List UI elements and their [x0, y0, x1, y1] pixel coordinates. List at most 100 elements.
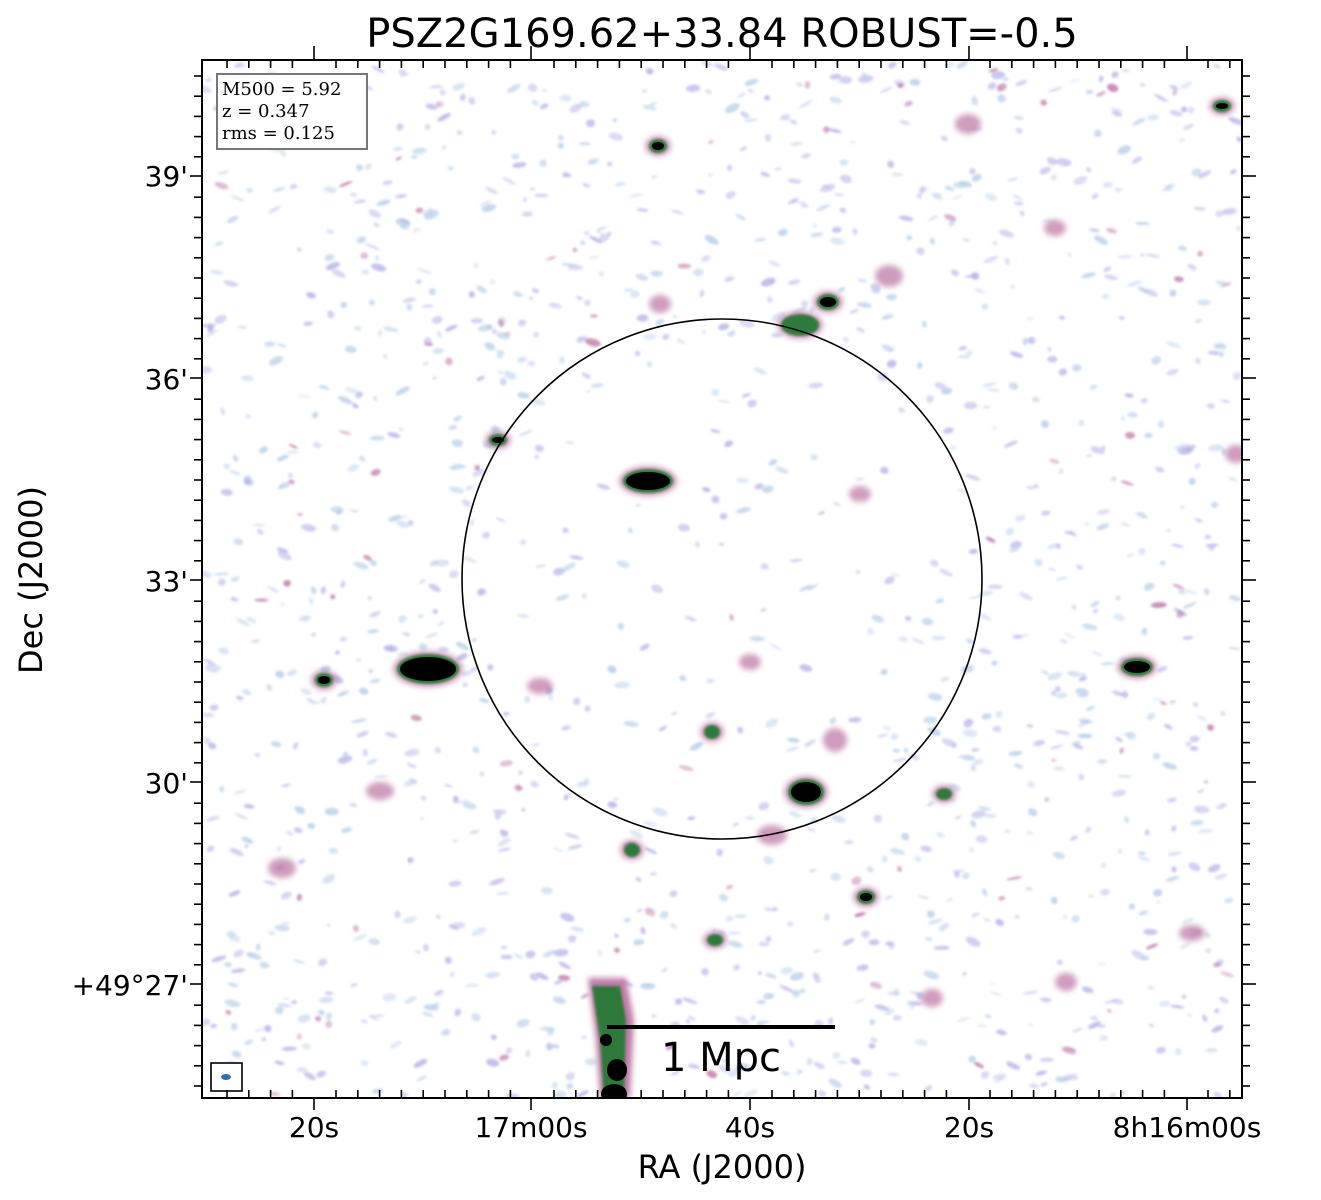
noise-speckle	[472, 746, 480, 754]
noise-speckle	[962, 872, 970, 880]
noise-speckle	[708, 140, 714, 144]
noise-speckle	[963, 718, 974, 728]
noise-speckle	[373, 222, 380, 228]
noise-speckle	[431, 315, 443, 325]
noise-speckle	[978, 806, 991, 811]
noise-speckle	[371, 66, 385, 73]
noise-speckle	[392, 147, 403, 151]
noise-speckle	[307, 822, 316, 830]
noise-speckle	[718, 1065, 732, 1073]
radio-source	[527, 678, 553, 694]
noise-speckle	[428, 583, 441, 593]
noise-speckle	[869, 981, 883, 989]
noise-speckle	[1172, 89, 1177, 96]
noise-speckle	[763, 907, 775, 911]
noise-speckle	[202, 569, 212, 579]
noise-speckle	[818, 1090, 826, 1097]
noise-speckle	[484, 342, 496, 351]
noise-speckle	[370, 469, 381, 476]
noise-speckle	[1071, 605, 1077, 610]
noise-speckle	[873, 814, 883, 823]
noise-speckle	[394, 910, 401, 919]
radio-source	[823, 728, 847, 752]
noise-speckle	[1067, 670, 1081, 677]
noise-speckle	[809, 869, 817, 873]
noise-speckle	[441, 1028, 451, 1036]
noise-speckle	[958, 180, 973, 188]
noise-speckle	[899, 120, 911, 125]
noise-speckle	[367, 629, 379, 634]
radio-source	[955, 114, 981, 134]
noise-speckle	[401, 1091, 408, 1098]
noise-speckle	[952, 194, 964, 200]
noise-speckle	[567, 844, 583, 850]
noise-speckle	[558, 356, 565, 365]
noise-speckle	[415, 279, 422, 285]
noise-speckle	[473, 262, 479, 269]
noise-speckle	[856, 327, 865, 333]
noise-speckle	[236, 695, 244, 701]
noise-speckle	[629, 829, 644, 839]
noise-speckle	[839, 207, 847, 213]
noise-speckle	[202, 365, 212, 374]
noise-speckle	[1205, 931, 1211, 939]
noise-speckle	[496, 353, 504, 359]
noise-speckle	[789, 558, 804, 562]
noise-speckle	[1137, 855, 1152, 862]
noise-speckle	[1022, 990, 1039, 995]
noise-speckle	[330, 594, 336, 600]
noise-speckle	[266, 684, 273, 691]
noise-speckle	[854, 998, 866, 1004]
noise-speckle	[958, 346, 967, 351]
noise-speckle	[1180, 505, 1185, 510]
noise-speckle	[1228, 117, 1242, 125]
noise-speckle	[437, 621, 445, 627]
noise-speckle	[529, 781, 539, 788]
noise-speckle	[879, 86, 893, 93]
noise-speckle	[910, 991, 924, 997]
noise-speckle	[277, 551, 292, 561]
noise-speckle	[326, 229, 334, 234]
noise-speckle	[1137, 851, 1147, 855]
noise-speckle	[991, 71, 1006, 80]
noise-speckle	[643, 821, 658, 827]
noise-speckle	[470, 318, 483, 324]
noise-speckle	[1159, 560, 1166, 566]
noise-speckle	[1101, 862, 1107, 869]
noise-speckle	[565, 440, 575, 445]
noise-speckle	[983, 918, 991, 922]
noise-speckle	[303, 1071, 316, 1081]
noise-speckle	[993, 1076, 1006, 1084]
noise-speckle	[717, 400, 731, 404]
noise-speckle	[580, 1035, 587, 1039]
noise-speckle	[454, 1008, 462, 1017]
noise-speckle	[679, 675, 687, 682]
noise-speckle	[624, 288, 633, 292]
noise-speckle	[317, 1009, 325, 1016]
noise-speckle	[861, 72, 868, 80]
noise-speckle	[608, 132, 624, 141]
noise-speckle	[456, 130, 463, 135]
noise-speckle	[234, 813, 248, 820]
noise-speckle	[383, 326, 399, 332]
noise-speckle	[205, 663, 214, 672]
noise-speckle	[528, 83, 538, 92]
noise-speckle	[562, 527, 569, 534]
noise-speckle	[506, 83, 521, 93]
noise-speckle	[750, 1014, 756, 1022]
noise-speckle	[762, 485, 774, 493]
noise-speckle	[539, 103, 549, 110]
noise-speckle	[553, 979, 563, 985]
noise-speckle	[553, 1090, 567, 1098]
noise-speckle	[358, 687, 369, 695]
noise-speckle	[223, 463, 231, 469]
noise-speckle	[984, 193, 998, 201]
noise-speckle	[630, 290, 640, 299]
noise-speckle	[651, 1014, 657, 1018]
noise-speckle	[1115, 595, 1121, 601]
noise-speckle	[725, 884, 734, 890]
noise-speckle	[801, 300, 809, 308]
noise-speckle	[671, 711, 678, 716]
noise-speckle	[733, 964, 740, 971]
noise-speckle	[831, 815, 846, 823]
